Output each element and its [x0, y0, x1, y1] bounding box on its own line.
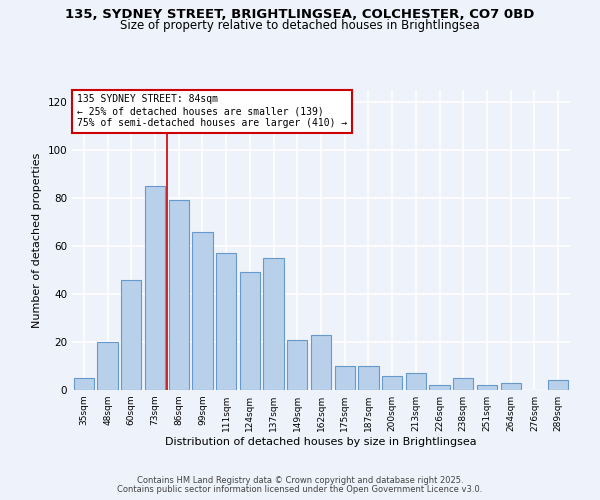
Bar — [477, 385, 497, 390]
Bar — [216, 253, 236, 390]
Bar — [430, 385, 449, 390]
Bar — [548, 380, 568, 390]
Bar — [97, 342, 118, 390]
Bar — [74, 378, 94, 390]
Bar — [358, 366, 379, 390]
Bar — [453, 378, 473, 390]
Text: Contains HM Land Registry data © Crown copyright and database right 2025.: Contains HM Land Registry data © Crown c… — [137, 476, 463, 485]
Text: Contains public sector information licensed under the Open Government Licence v3: Contains public sector information licen… — [118, 485, 482, 494]
Bar — [311, 335, 331, 390]
Bar — [406, 373, 426, 390]
Bar — [121, 280, 142, 390]
Bar — [145, 186, 165, 390]
Bar — [287, 340, 307, 390]
Bar — [169, 200, 189, 390]
Bar — [193, 232, 212, 390]
Text: 135 SYDNEY STREET: 84sqm
← 25% of detached houses are smaller (139)
75% of semi-: 135 SYDNEY STREET: 84sqm ← 25% of detach… — [77, 94, 347, 128]
X-axis label: Distribution of detached houses by size in Brightlingsea: Distribution of detached houses by size … — [165, 437, 477, 447]
Text: Size of property relative to detached houses in Brightlingsea: Size of property relative to detached ho… — [120, 19, 480, 32]
Bar — [500, 383, 521, 390]
Bar — [240, 272, 260, 390]
Bar — [335, 366, 355, 390]
Bar — [382, 376, 402, 390]
Bar — [263, 258, 284, 390]
Y-axis label: Number of detached properties: Number of detached properties — [32, 152, 42, 328]
Text: 135, SYDNEY STREET, BRIGHTLINGSEA, COLCHESTER, CO7 0BD: 135, SYDNEY STREET, BRIGHTLINGSEA, COLCH… — [65, 8, 535, 20]
